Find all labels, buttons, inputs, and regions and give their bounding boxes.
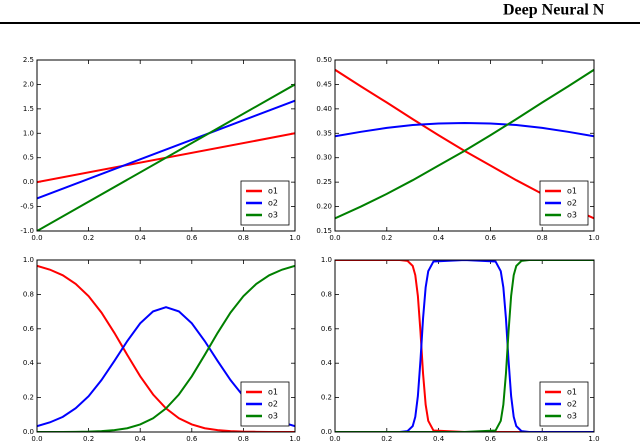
plot-lines xyxy=(37,83,295,231)
legend-label: o1 xyxy=(567,388,577,397)
y-tick-label: 0.4 xyxy=(321,359,333,367)
x-tick-label: 0.8 xyxy=(537,234,548,242)
x-tick-label: 0.2 xyxy=(83,234,94,242)
x-tick-label: 0.6 xyxy=(186,435,198,443)
y-tick-label: 0.8 xyxy=(23,290,34,298)
y-tick-label: 1.0 xyxy=(23,256,34,264)
legend-label: o3 xyxy=(268,412,278,421)
x-tick-label: 0.0 xyxy=(31,234,42,242)
y-tick-label: 0.6 xyxy=(321,325,333,333)
y-tick-label: 0.45 xyxy=(316,80,332,88)
x-tick-label: 0.2 xyxy=(83,435,94,443)
plot-lines xyxy=(335,260,594,432)
legend-label: o1 xyxy=(268,388,278,397)
legend-label: o3 xyxy=(567,412,577,421)
x-tick-label: 0.4 xyxy=(135,435,147,443)
y-tick-label: 1.0 xyxy=(321,256,332,264)
y-tick-label: 0.2 xyxy=(321,394,332,402)
y-tick-label: -1.0 xyxy=(20,227,34,235)
y-tick-label: 2.0 xyxy=(23,80,34,88)
axes-frame xyxy=(334,259,595,433)
y-tick-label: 1.5 xyxy=(23,105,34,113)
y-tick-label: 0.2 xyxy=(23,394,34,402)
y-tick-label: 2.5 xyxy=(23,56,34,64)
y-tick-label: 0.40 xyxy=(316,105,332,113)
series-line xyxy=(335,260,594,432)
x-tick-label: 0.8 xyxy=(537,435,548,443)
x-tick-label: 0.4 xyxy=(433,234,445,242)
x-tick-label: 0.0 xyxy=(329,234,340,242)
x-tick-label: 1.0 xyxy=(588,435,599,443)
y-tick-label: 0.50 xyxy=(316,56,332,64)
series-line xyxy=(37,83,295,231)
legend-label: o2 xyxy=(268,199,278,208)
series-line xyxy=(335,68,594,220)
axes-frame xyxy=(36,259,296,433)
x-tick-label: 0.2 xyxy=(381,234,392,242)
series-line xyxy=(335,122,594,138)
legend-label: o2 xyxy=(567,400,577,409)
legend-label: o1 xyxy=(567,187,577,196)
x-tick-label: 0.6 xyxy=(485,234,497,242)
y-tick-label: 0.5 xyxy=(23,154,34,162)
series-line xyxy=(335,260,594,432)
y-tick-label: 0.0 xyxy=(23,428,34,436)
y-tick-label: -0.5 xyxy=(20,203,34,211)
y-tick-label: 0.8 xyxy=(321,290,332,298)
axes-frame xyxy=(36,59,296,232)
x-tick-label: 0.8 xyxy=(238,234,249,242)
y-tick-label: 0.20 xyxy=(316,203,332,211)
legend-label: o2 xyxy=(268,400,278,409)
x-tick-label: 0.8 xyxy=(238,435,249,443)
y-tick-label: 0.4 xyxy=(23,359,35,367)
axes-frame xyxy=(334,59,595,232)
series-line xyxy=(335,260,594,432)
y-tick-label: 0.6 xyxy=(23,325,35,333)
legend-label: o2 xyxy=(567,199,577,208)
legend-label: o1 xyxy=(268,187,278,196)
x-tick-label: 0.2 xyxy=(381,435,392,443)
x-tick-label: 0.0 xyxy=(329,435,340,443)
x-tick-label: 0.6 xyxy=(485,435,497,443)
y-tick-label: 0.15 xyxy=(316,227,332,235)
x-tick-label: 1.0 xyxy=(289,435,300,443)
series-line xyxy=(37,99,295,200)
x-tick-label: 1.0 xyxy=(588,234,599,242)
y-tick-label: 0.35 xyxy=(316,129,332,137)
x-tick-label: 0.4 xyxy=(135,234,147,242)
x-tick-label: 0.4 xyxy=(433,435,445,443)
x-tick-label: 1.0 xyxy=(289,234,300,242)
x-tick-label: 0.6 xyxy=(186,234,198,242)
x-tick-label: 0.0 xyxy=(31,435,42,443)
y-tick-label: 1.0 xyxy=(23,129,34,137)
page-header: Deep Neural N xyxy=(503,2,605,19)
legend-label: o3 xyxy=(567,211,577,220)
y-tick-label: 0.0 xyxy=(23,178,34,186)
y-tick-label: 0.30 xyxy=(316,154,332,162)
legend-label: o3 xyxy=(268,211,278,220)
y-tick-label: 0.25 xyxy=(316,178,332,186)
y-tick-label: 0.0 xyxy=(321,428,332,436)
